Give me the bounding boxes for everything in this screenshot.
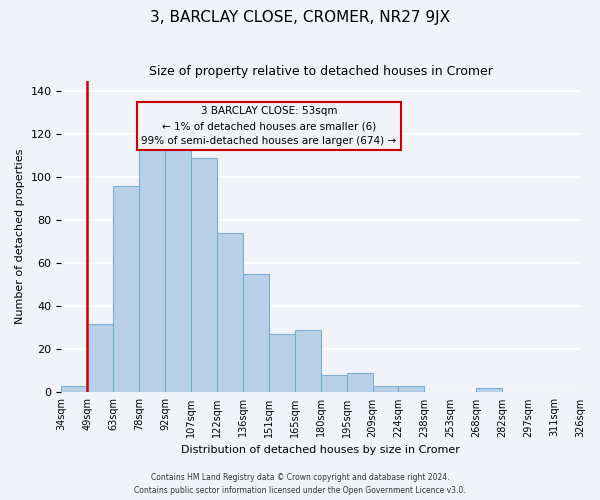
Bar bbox=[217, 234, 243, 392]
Bar bbox=[321, 375, 347, 392]
Bar bbox=[347, 373, 373, 392]
Bar bbox=[88, 324, 113, 392]
Bar bbox=[113, 186, 139, 392]
Bar bbox=[295, 330, 321, 392]
Bar bbox=[243, 274, 269, 392]
Bar bbox=[191, 158, 217, 392]
Bar bbox=[61, 386, 88, 392]
Text: 3 BARCLAY CLOSE: 53sqm
← 1% of detached houses are smaller (6)
99% of semi-detac: 3 BARCLAY CLOSE: 53sqm ← 1% of detached … bbox=[141, 106, 397, 146]
Bar bbox=[476, 388, 502, 392]
X-axis label: Distribution of detached houses by size in Cromer: Distribution of detached houses by size … bbox=[181, 445, 460, 455]
Bar bbox=[269, 334, 295, 392]
Bar bbox=[165, 150, 191, 392]
Text: Contains HM Land Registry data © Crown copyright and database right 2024.
Contai: Contains HM Land Registry data © Crown c… bbox=[134, 474, 466, 495]
Bar bbox=[373, 386, 398, 392]
Title: Size of property relative to detached houses in Cromer: Size of property relative to detached ho… bbox=[149, 65, 493, 78]
Text: 3, BARCLAY CLOSE, CROMER, NR27 9JX: 3, BARCLAY CLOSE, CROMER, NR27 9JX bbox=[150, 10, 450, 25]
Bar bbox=[398, 386, 424, 392]
Bar bbox=[139, 150, 165, 392]
Y-axis label: Number of detached properties: Number of detached properties bbox=[15, 149, 25, 324]
